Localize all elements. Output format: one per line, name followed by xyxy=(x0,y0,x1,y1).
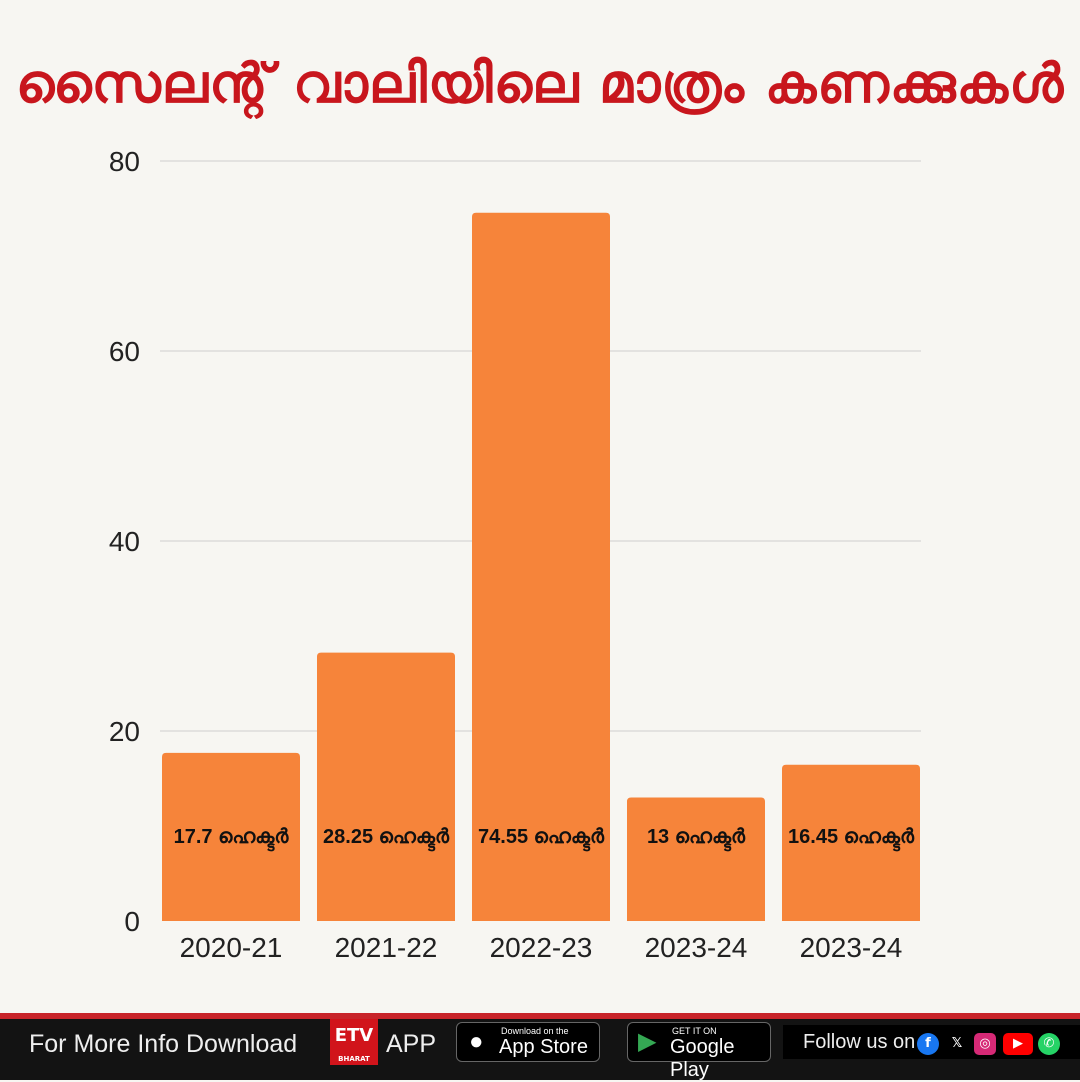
bar xyxy=(317,652,455,921)
follow-us-bar: Follow us on f 𝕏 ◎ ▶ ✆ xyxy=(783,1025,1080,1059)
google-play-text: Google Play xyxy=(670,1036,735,1081)
google-play-button[interactable]: ▶ GET IT ON Google Play xyxy=(627,1022,771,1081)
y-tick-label: 0 xyxy=(124,906,140,937)
data-label: 17.7 ഹെക്ടർ xyxy=(174,826,290,852)
x-tick-label: 2023-24 xyxy=(800,932,903,963)
etv-bharat-logo[interactable]: ETV BHARAT xyxy=(330,1019,378,1065)
app-store-text: App Store xyxy=(499,1036,588,1058)
app-store-button[interactable]: ● Download on the App Store xyxy=(456,1022,600,1062)
youtube-icon[interactable]: ▶ xyxy=(1003,1033,1033,1055)
x-tick-label: 2023-24 xyxy=(645,932,748,963)
app-store-small-text: Download on the xyxy=(501,1026,569,1036)
bar xyxy=(627,797,765,921)
app-text: APP xyxy=(386,1030,437,1058)
y-tick-label: 40 xyxy=(109,526,140,557)
apple-icon: ● xyxy=(469,1028,484,1055)
instagram-icon[interactable]: ◎ xyxy=(974,1033,996,1055)
x-icon[interactable]: 𝕏 xyxy=(946,1033,968,1055)
bar-chart: 0 20 40 60 80 17.7 ഹെക്ടർ 2020-21 28.25 ഹെക്ടർ 2… xyxy=(109,146,921,963)
download-text: For More Info Download xyxy=(29,1030,298,1058)
data-label: 13 ഹെക്ടർ xyxy=(647,826,746,852)
data-label: 16.45 ഹെക്ടർ xyxy=(788,826,915,852)
y-tick-label: 60 xyxy=(109,336,140,367)
data-label: 74.55 ഹെക്ടർ xyxy=(478,826,605,852)
bar xyxy=(782,764,920,921)
chart-title: സൈലന്റ് വാലിയിലെ മാത്രം കണക്കുകൾ xyxy=(15,52,1065,115)
y-tick-label: 80 xyxy=(109,146,140,177)
bar xyxy=(162,752,300,921)
google-play-icon: ▶ xyxy=(638,1028,657,1055)
footer: For More Info Download ETV BHARAT APP ● D… xyxy=(0,1019,1080,1081)
x-tick-label: 2021-22 xyxy=(335,932,438,963)
footer-stripe xyxy=(0,1013,1080,1019)
data-label: 28.25 ഹെക്ടർ xyxy=(323,826,450,852)
follow-text: Follow us on xyxy=(803,1031,916,1053)
y-tick-label: 20 xyxy=(109,716,140,747)
google-play-small-text: GET IT ON xyxy=(672,1026,717,1036)
x-tick-label: 2022-23 xyxy=(490,932,593,963)
bar xyxy=(472,212,610,921)
whatsapp-icon[interactable]: ✆ xyxy=(1038,1033,1060,1055)
facebook-icon[interactable]: f xyxy=(917,1033,939,1055)
x-tick-label: 2020-21 xyxy=(180,932,283,963)
